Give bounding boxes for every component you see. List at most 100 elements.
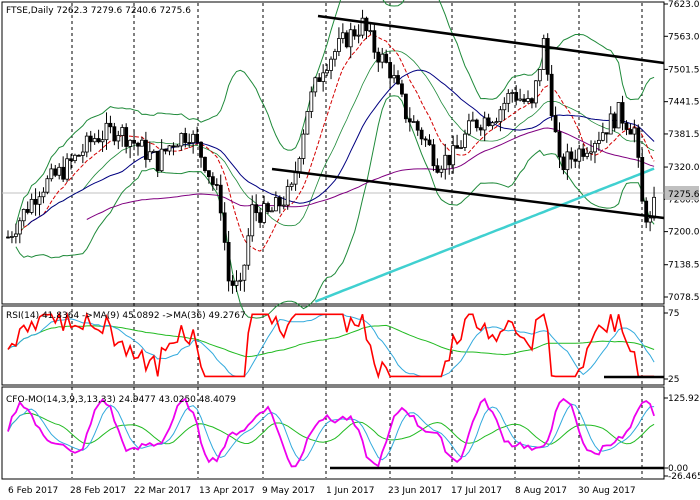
- candle-body: [262, 203, 266, 223]
- candle-body: [502, 102, 507, 111]
- candle-body: [254, 204, 259, 214]
- bollinger-middle: [15, 50, 655, 237]
- candle-body: [218, 184, 223, 214]
- price-axis-label: 7623.0: [668, 0, 700, 10]
- candle-body: [368, 30, 373, 33]
- candle-body: [581, 148, 586, 157]
- candle-body: [344, 32, 349, 48]
- candle-body: [604, 132, 609, 135]
- cfo-axis-label: -26.4656: [668, 472, 700, 482]
- candle-body: [423, 138, 428, 141]
- candle-body: [329, 58, 333, 71]
- candle-body: [510, 92, 515, 94]
- time-axis: 6 Feb 2017 28 Feb 2017 22 Mar 2017 13 Apr 2…: [8, 486, 636, 496]
- candle-body: [270, 210, 274, 213]
- candle-body: [652, 196, 656, 219]
- candle-body: [537, 69, 542, 82]
- time-axis-label: 28 Feb 2017: [70, 486, 126, 496]
- candle-body: [293, 171, 298, 185]
- candle-body: [116, 135, 121, 142]
- candle-body: [17, 220, 22, 235]
- candle-body: [380, 53, 385, 63]
- price-panel: FTSE,Daily 7262.3 7279.6 7240.6 7275.6: [2, 0, 665, 319]
- candle-body: [356, 34, 361, 37]
- candle-body: [120, 127, 125, 136]
- candle-body: [61, 166, 66, 180]
- rsi-axis-label: 75: [668, 309, 679, 319]
- price-axis-label: 7260.0: [668, 195, 700, 205]
- rsi-line: [7, 311, 655, 380]
- candle-body: [644, 200, 649, 223]
- candle-body: [49, 168, 54, 180]
- candle-body: [53, 168, 58, 176]
- candle-body: [624, 122, 629, 130]
- candle-body: [140, 139, 144, 147]
- candle-body: [467, 120, 471, 135]
- candle-body: [29, 198, 34, 213]
- cfo-panel: CFO-MO(14,3,9,3,13,33) 24.9477 43.0250 4…: [6, 395, 664, 470]
- candle-body: [21, 208, 26, 222]
- price-axis-label: 7381.5: [668, 130, 700, 140]
- candle-body: [195, 133, 199, 143]
- candle-body: [407, 118, 412, 123]
- rsi-axis-label: 25: [668, 375, 679, 385]
- candle-body: [340, 32, 345, 39]
- candle-body: [167, 145, 172, 152]
- rsi-axis: 75 25: [664, 309, 679, 385]
- candle-body: [80, 151, 85, 156]
- price-axis-label: 7138.5: [668, 261, 700, 271]
- candle-body: [589, 151, 593, 154]
- candle-body: [522, 98, 526, 102]
- candle-body: [305, 111, 310, 135]
- rsi-panel-frame: [1, 305, 665, 386]
- rsi-lines: [7, 311, 655, 380]
- candle-body: [545, 38, 550, 75]
- candle-body: [199, 141, 203, 158]
- time-axis-label: 9 May 2017: [262, 486, 315, 496]
- candle-body: [533, 80, 538, 104]
- candle-body: [561, 156, 566, 171]
- candle-body: [569, 151, 574, 160]
- candle-body: [597, 139, 601, 144]
- candle-body: [352, 29, 357, 37]
- candle-body: [100, 139, 105, 143]
- candle-body: [128, 139, 133, 147]
- cfo-lines: [7, 397, 655, 468]
- candle-body: [10, 236, 14, 238]
- candle-body: [45, 178, 50, 193]
- channel-lower-line[interactable]: [271, 167, 665, 220]
- candle-body: [187, 142, 192, 144]
- candle-body: [443, 154, 448, 170]
- candle-body: [73, 154, 77, 162]
- time-axis-label: 6 Feb 2017: [8, 486, 58, 496]
- candle-body: [360, 17, 365, 36]
- candle-body: [155, 150, 160, 172]
- current-price-label: 7275.6: [668, 190, 700, 200]
- candle-body: [250, 204, 255, 237]
- candle-body: [69, 158, 73, 162]
- candle-body: [447, 154, 452, 166]
- candle-body: [435, 165, 440, 173]
- candle-body: [266, 203, 270, 213]
- price-axis-label: 7501.5: [668, 65, 700, 75]
- candle-body: [147, 151, 152, 160]
- channel-upper-line[interactable]: [317, 14, 665, 65]
- candlesticks: [6, 9, 656, 294]
- bollinger-lower: [15, 95, 655, 319]
- candle-body: [163, 148, 168, 152]
- ma-dark-blue: [27, 69, 655, 226]
- candle-body: [112, 126, 117, 142]
- candle-body: [151, 150, 156, 153]
- candle-body: [557, 131, 562, 158]
- price-panel-title: FTSE,Daily 7262.3 7279.6 7240.6 7275.6: [6, 6, 191, 16]
- candle-body: [214, 184, 219, 186]
- candle-body: [553, 115, 558, 133]
- candle-body: [451, 145, 456, 166]
- candle-body: [636, 127, 641, 158]
- candle-body: [317, 77, 322, 82]
- candle-body: [37, 196, 42, 205]
- candle-body: [612, 113, 617, 129]
- candle-body: [593, 143, 597, 153]
- candle-body: [348, 29, 353, 48]
